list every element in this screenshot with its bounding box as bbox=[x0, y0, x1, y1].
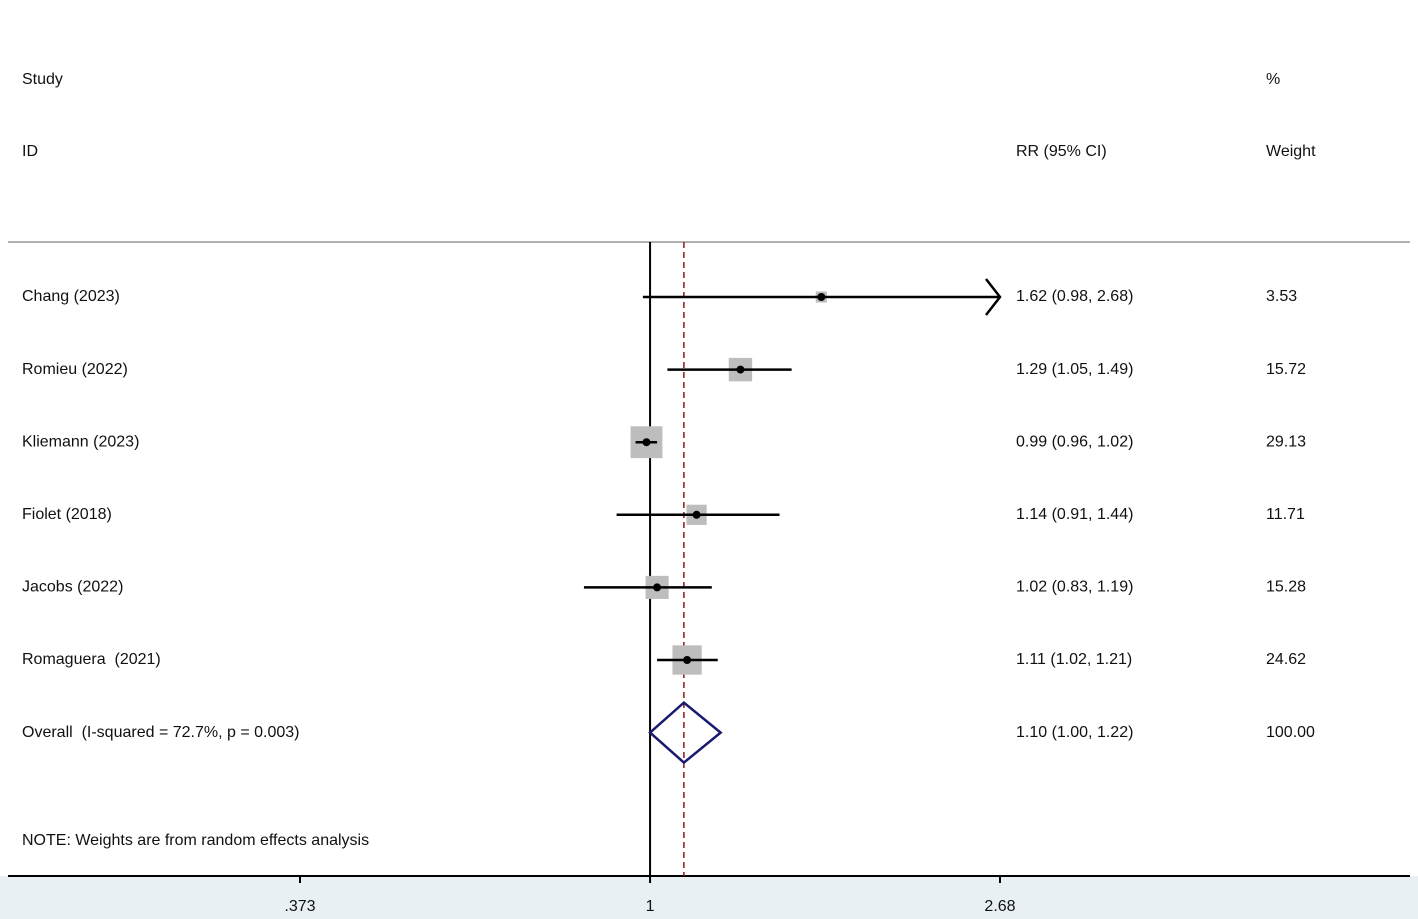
point-estimate bbox=[692, 510, 701, 519]
estimate-label: 1.62 (0.98, 2.68) bbox=[1016, 288, 1133, 305]
header-estimate: RR (95% CI) bbox=[1016, 143, 1107, 160]
point-estimate bbox=[683, 656, 692, 664]
weight-label: 15.28 bbox=[1266, 579, 1306, 596]
header-study: Study bbox=[22, 71, 63, 88]
x-tick-label: 2.68 bbox=[984, 898, 1015, 915]
study-name: Romaguera (2021) bbox=[22, 651, 161, 668]
ci-arrow bbox=[985, 278, 1002, 316]
note: NOTE: Weights are from random effects an… bbox=[22, 832, 369, 849]
weight-label: 15.72 bbox=[1266, 361, 1306, 378]
point-estimate bbox=[642, 438, 651, 447]
overall-estimate-label: 1.10 (1.00, 1.22) bbox=[1016, 724, 1133, 741]
study-name: Fiolet (2018) bbox=[22, 506, 112, 523]
study-name: Jacobs (2022) bbox=[22, 579, 123, 596]
overall-weight-label: 100.00 bbox=[1266, 724, 1315, 741]
point-estimate bbox=[653, 583, 662, 592]
weight-label: 24.62 bbox=[1266, 651, 1306, 668]
header-id: ID bbox=[22, 143, 38, 160]
point-estimate bbox=[817, 293, 826, 301]
x-tick-label: 1 bbox=[646, 898, 655, 915]
study-name: Chang (2023) bbox=[22, 288, 120, 305]
study-name: Kliemann (2023) bbox=[22, 433, 139, 450]
x-tick-label: .373 bbox=[284, 898, 315, 915]
estimate-label: 1.02 (0.83, 1.19) bbox=[1016, 579, 1133, 596]
weight-label: 29.13 bbox=[1266, 433, 1306, 450]
header-weight: Weight bbox=[1266, 143, 1316, 160]
header-percent: % bbox=[1266, 71, 1280, 88]
estimate-label: 1.14 (0.91, 1.44) bbox=[1016, 506, 1133, 523]
point-estimate bbox=[736, 365, 745, 374]
estimate-label: 0.99 (0.96, 1.02) bbox=[1016, 433, 1133, 450]
weight-label: 11.71 bbox=[1266, 506, 1305, 523]
overall-diamond bbox=[648, 700, 723, 765]
study-name: Romieu (2022) bbox=[22, 361, 128, 378]
estimate-label: 1.29 (1.05, 1.49) bbox=[1016, 361, 1133, 378]
overall-name: Overall (I-squared = 72.7%, p = 0.003) bbox=[22, 724, 299, 741]
weight-label: 3.53 bbox=[1266, 288, 1297, 305]
estimate-label: 1.11 (1.02, 1.21) bbox=[1016, 651, 1132, 668]
footer-band bbox=[0, 876, 1418, 919]
